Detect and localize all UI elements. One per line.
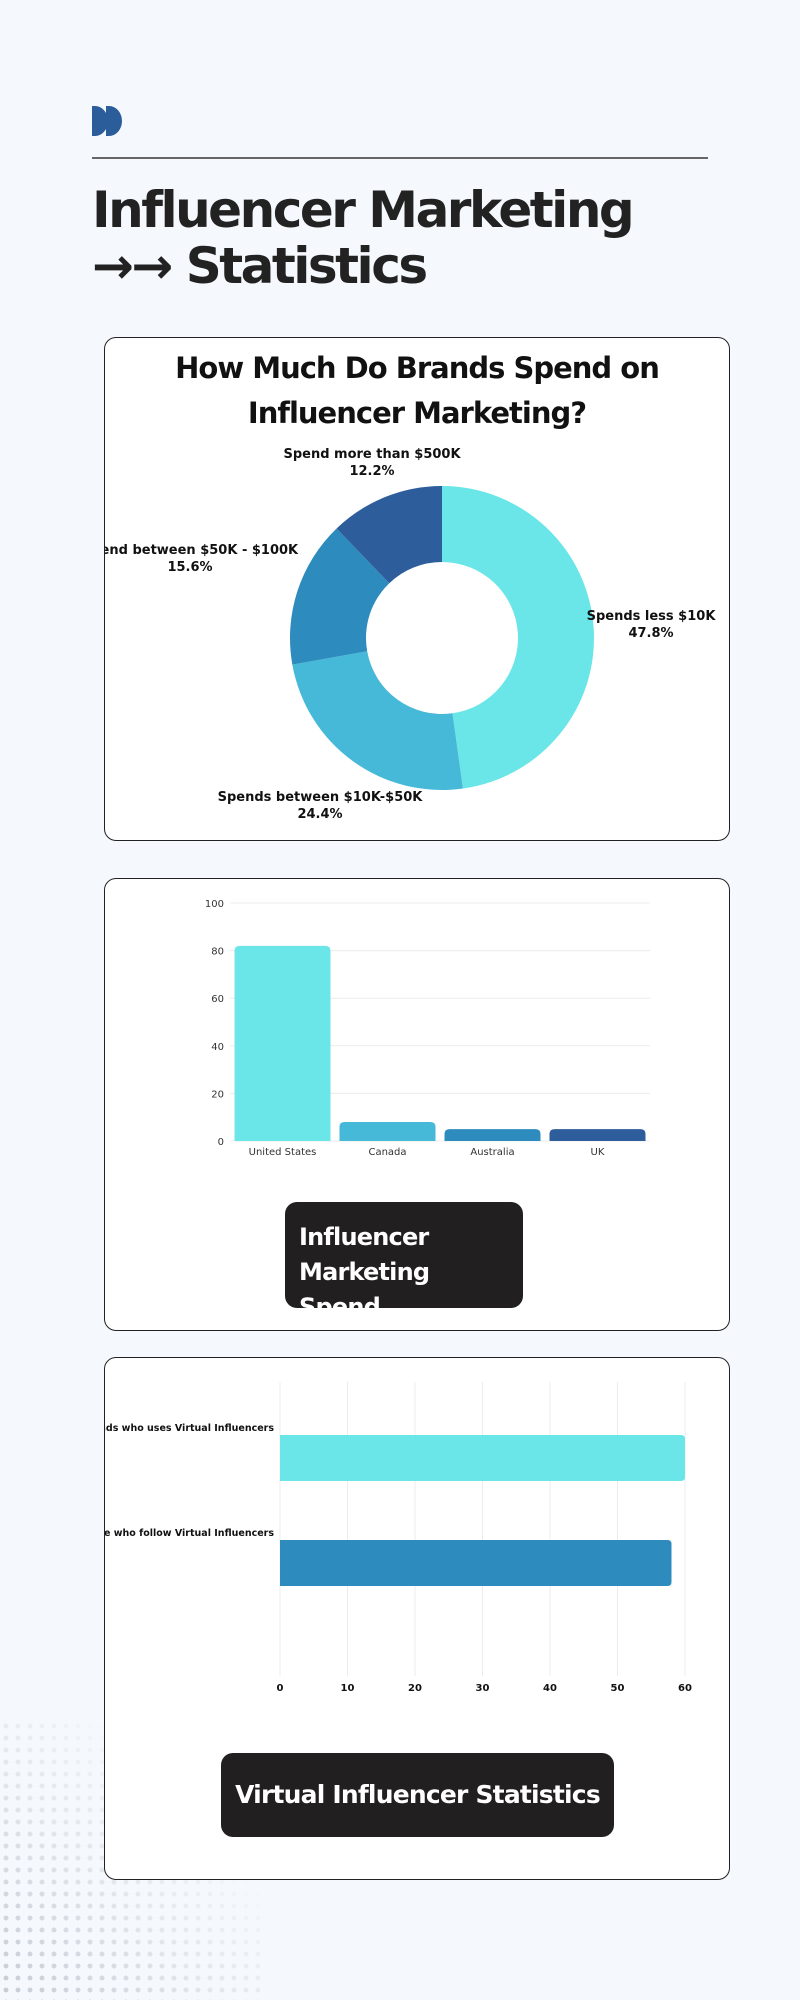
donut-slice [290, 528, 390, 665]
hbar [280, 1435, 685, 1481]
donut-slice-label: Spends between $10K-$50K [218, 790, 424, 805]
donut-chart-card: How Much Do Brands Spend on Influencer M… [104, 337, 730, 841]
hbar-x-tick-label: 50 [611, 1683, 625, 1694]
hbar-chart-title-box: Virtual Influencer Statistics [221, 1753, 614, 1837]
bar-y-tick-label: 100 [205, 899, 224, 910]
donut-slice [336, 486, 442, 584]
logo-left-half [92, 106, 108, 136]
brand-logo-icon [92, 106, 122, 136]
hbar-x-tick-label: 40 [543, 1683, 557, 1694]
bar-y-tick-label: 20 [211, 1089, 224, 1100]
bar-x-tick-label: Australia [470, 1147, 514, 1158]
bar-x-tick-label: Canada [368, 1147, 406, 1158]
donut-slice-value: 24.4% [297, 807, 342, 822]
bar-y-tick-label: 80 [211, 947, 224, 958]
bar-y-tick-label: 0 [218, 1137, 224, 1148]
bar [234, 945, 331, 1141]
hbar-chart: 0 10 20 30 40 50 60 Brands who uses Virtual Inf… [105, 1382, 692, 1694]
bar-chart-title-box: Influencer Marketing Spend [285, 1202, 523, 1321]
hbar-x-tick-label: 0 [277, 1683, 284, 1694]
donut-slice [292, 651, 463, 790]
donut-slice-value: 47.8% [628, 626, 673, 641]
hbar-x-tick-label: 10 [341, 1683, 355, 1694]
bar [444, 1129, 541, 1141]
hbar-x-tick-label: 30 [476, 1683, 490, 1694]
hbar-chart-card: 0 10 20 30 40 50 60 Brands who uses Virtual Inf… [104, 1357, 730, 1880]
donut-slice-label: Spend more than $500K [283, 447, 461, 462]
bar [549, 1129, 646, 1141]
logo-right-half [106, 106, 122, 136]
hbar-x-tick-label: 60 [678, 1683, 692, 1694]
bar [339, 1121, 436, 1141]
bar-chart-card: 0 20 40 60 80 100 United States Canada Australia… [104, 878, 730, 1331]
bar-chart: 0 20 40 60 80 100 United States Canada Australia… [205, 899, 650, 1158]
page-title: Influencer Marketing →→ Statistics [92, 181, 635, 295]
bar-y-tick-label: 60 [211, 994, 224, 1005]
donut-chart: Spends less $10K 47.8% Spends between $10K… [105, 447, 717, 822]
bar-y-tick-label: 40 [211, 1042, 224, 1053]
donut-chart-title: How Much Do Brands Spend on Influencer M… [175, 351, 660, 430]
donut-slice-label: Spends less $10K [587, 609, 717, 624]
donut-slice-label: Spend between $50K - $100K [105, 543, 299, 558]
bar-x-tick-label: UK [591, 1147, 605, 1158]
bar-x-tick-label: United States [249, 1147, 317, 1158]
hbar-category-label: People who follow Virtual Influencers [105, 1528, 274, 1539]
hbar [280, 1540, 672, 1586]
hbar-category-label: Brands who uses Virtual Influencers [105, 1423, 274, 1434]
hbar-x-tick-label: 20 [408, 1683, 422, 1694]
donut-slice-value: 12.2% [349, 464, 394, 479]
donut-slice [442, 486, 594, 789]
donut-slice-value: 15.6% [167, 560, 212, 575]
header-divider [92, 157, 708, 159]
